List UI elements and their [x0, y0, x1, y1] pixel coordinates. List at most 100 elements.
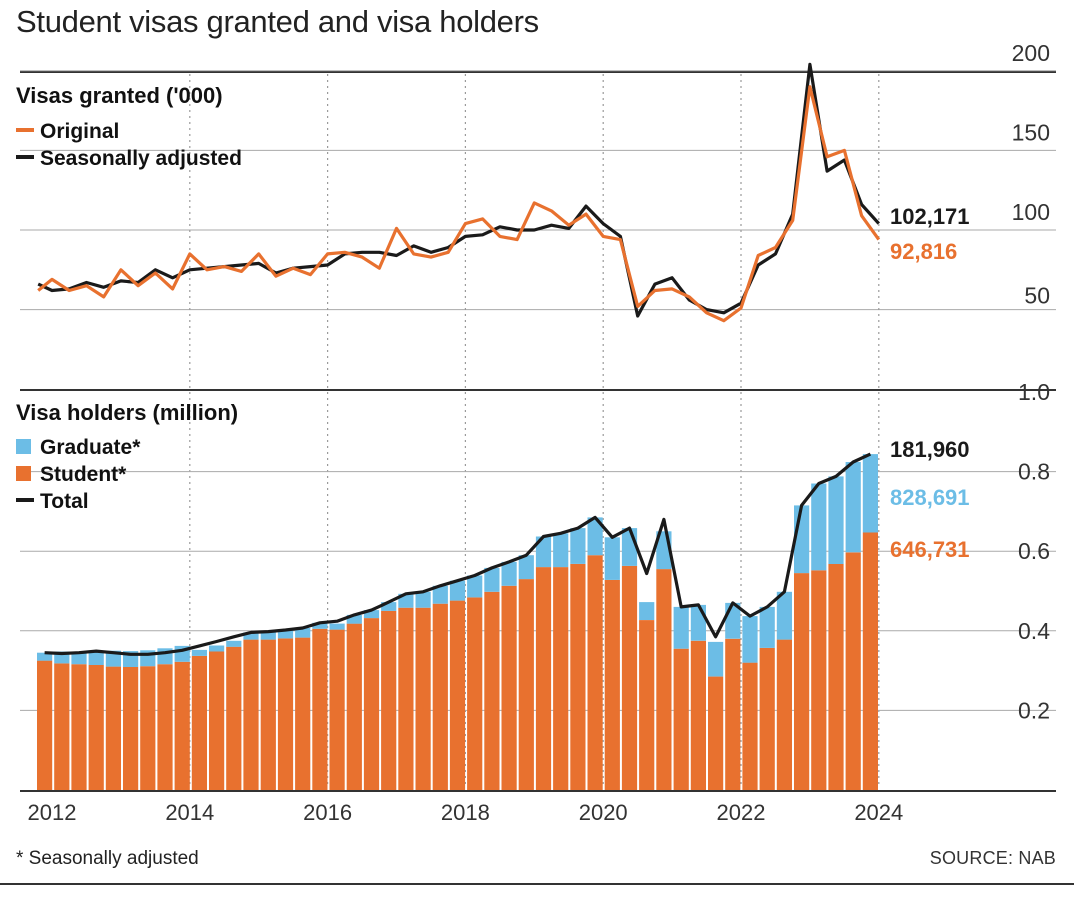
bar-graduate — [312, 622, 328, 629]
bar-graduate — [37, 652, 53, 661]
bar-graduate — [381, 602, 397, 611]
x-tick-label: 2014 — [165, 800, 214, 825]
bar-student — [54, 663, 70, 790]
top-y-tick-label: 200 — [1012, 40, 1050, 66]
bar-graduate — [604, 537, 620, 580]
bar-graduate — [501, 561, 517, 586]
bar-graduate — [277, 630, 294, 639]
bar-graduate — [209, 645, 225, 652]
bar-student — [191, 655, 207, 790]
legend-label-student: Student* — [40, 463, 127, 486]
bar-student — [776, 639, 792, 790]
bar-student — [673, 648, 689, 790]
bar-student — [570, 563, 586, 790]
bar-student — [828, 563, 844, 790]
bar-graduate — [191, 649, 207, 656]
bar-student — [209, 651, 225, 790]
bottom-y-tick-label: 1.0 — [1018, 379, 1050, 405]
bar-graduate — [518, 555, 534, 580]
bar-graduate — [690, 604, 706, 641]
bottom-y-tick-label: 0.4 — [1018, 618, 1050, 644]
bar-student — [639, 620, 655, 790]
bar-student — [759, 647, 775, 790]
bar-graduate — [776, 591, 792, 640]
bar-student — [105, 666, 121, 790]
bar-student — [123, 667, 139, 790]
bar-student — [312, 628, 328, 790]
bar-student — [811, 570, 827, 790]
bar-student — [587, 555, 603, 790]
end-label-student: 646,731 — [890, 537, 970, 562]
bar-student — [604, 579, 620, 790]
bottom-y-tick-label: 0.6 — [1018, 538, 1050, 564]
bar-graduate — [432, 585, 448, 604]
x-tick-label: 2024 — [854, 800, 903, 825]
x-tick-label: 2012 — [28, 800, 77, 825]
bar-student — [88, 665, 104, 790]
bar-student — [845, 552, 861, 790]
bar-student — [742, 662, 758, 790]
bar-student — [621, 565, 638, 790]
legend-label-graduate: Graduate* — [40, 436, 141, 459]
end-label-total: 181,960 — [890, 437, 970, 462]
bar-graduate — [828, 476, 844, 564]
legend-swatch-graduate — [16, 439, 31, 454]
end-label-graduate: 828,691 — [890, 485, 970, 510]
x-tick-label: 2018 — [441, 800, 490, 825]
end-label-seasonally-adjusted: 102,171 — [890, 204, 970, 229]
footnote: * Seasonally adjusted — [16, 848, 199, 869]
bar-student — [449, 600, 466, 790]
bar-student — [518, 579, 534, 790]
bar-student — [329, 629, 345, 790]
bar-graduate — [570, 528, 586, 564]
bar-student — [656, 569, 672, 790]
bar-graduate — [226, 640, 242, 647]
top-y-tick-label: 100 — [1012, 199, 1050, 225]
bar-graduate — [639, 602, 655, 620]
chart-title: Student visas granted and visa holders — [16, 4, 539, 39]
bar-student — [501, 585, 517, 790]
bar-graduate — [621, 528, 638, 566]
bar-graduate — [54, 651, 70, 664]
bar-student — [37, 660, 53, 790]
bar-student — [71, 664, 87, 790]
bar-student — [277, 638, 294, 790]
bar-student — [725, 638, 741, 790]
bar-graduate — [346, 614, 362, 624]
bar-graduate — [587, 517, 603, 556]
bar-student — [553, 567, 569, 790]
legend-label-seasonally-adjusted: Seasonally adjusted — [40, 147, 242, 170]
legend-swatch-student — [16, 466, 31, 481]
bar-graduate — [71, 652, 87, 665]
bottom-divider — [0, 883, 1074, 885]
x-tick-label: 2022 — [717, 800, 766, 825]
top-panel-title: Visas granted ('000) — [16, 83, 223, 108]
bar-student — [226, 646, 242, 790]
bottom-y-tick-label: 0.2 — [1018, 697, 1050, 723]
bar-graduate — [449, 580, 466, 601]
bar-graduate — [260, 632, 276, 640]
bar-student — [260, 639, 276, 790]
bar-graduate — [708, 641, 724, 677]
x-tick-label: 2016 — [303, 800, 352, 825]
bar-student — [432, 603, 448, 790]
bar-student — [140, 666, 156, 790]
bar-student — [346, 623, 362, 790]
bar-graduate — [243, 632, 259, 640]
bar-graduate — [329, 623, 345, 630]
bar-student — [381, 610, 397, 790]
bar-graduate — [845, 462, 861, 553]
bar-graduate — [484, 567, 500, 592]
bar-graduate — [759, 606, 775, 648]
top-y-tick-label: 150 — [1012, 119, 1050, 145]
series-line-original — [37, 85, 881, 323]
bar-student — [794, 573, 810, 790]
top-y-tick-label: 50 — [1024, 283, 1050, 309]
bar-graduate — [742, 616, 758, 663]
bar-graduate — [467, 575, 483, 598]
bar-graduate — [811, 483, 827, 571]
bar-graduate — [295, 628, 311, 638]
bar-graduate — [105, 650, 121, 667]
end-label-original: 92,816 — [890, 239, 957, 264]
